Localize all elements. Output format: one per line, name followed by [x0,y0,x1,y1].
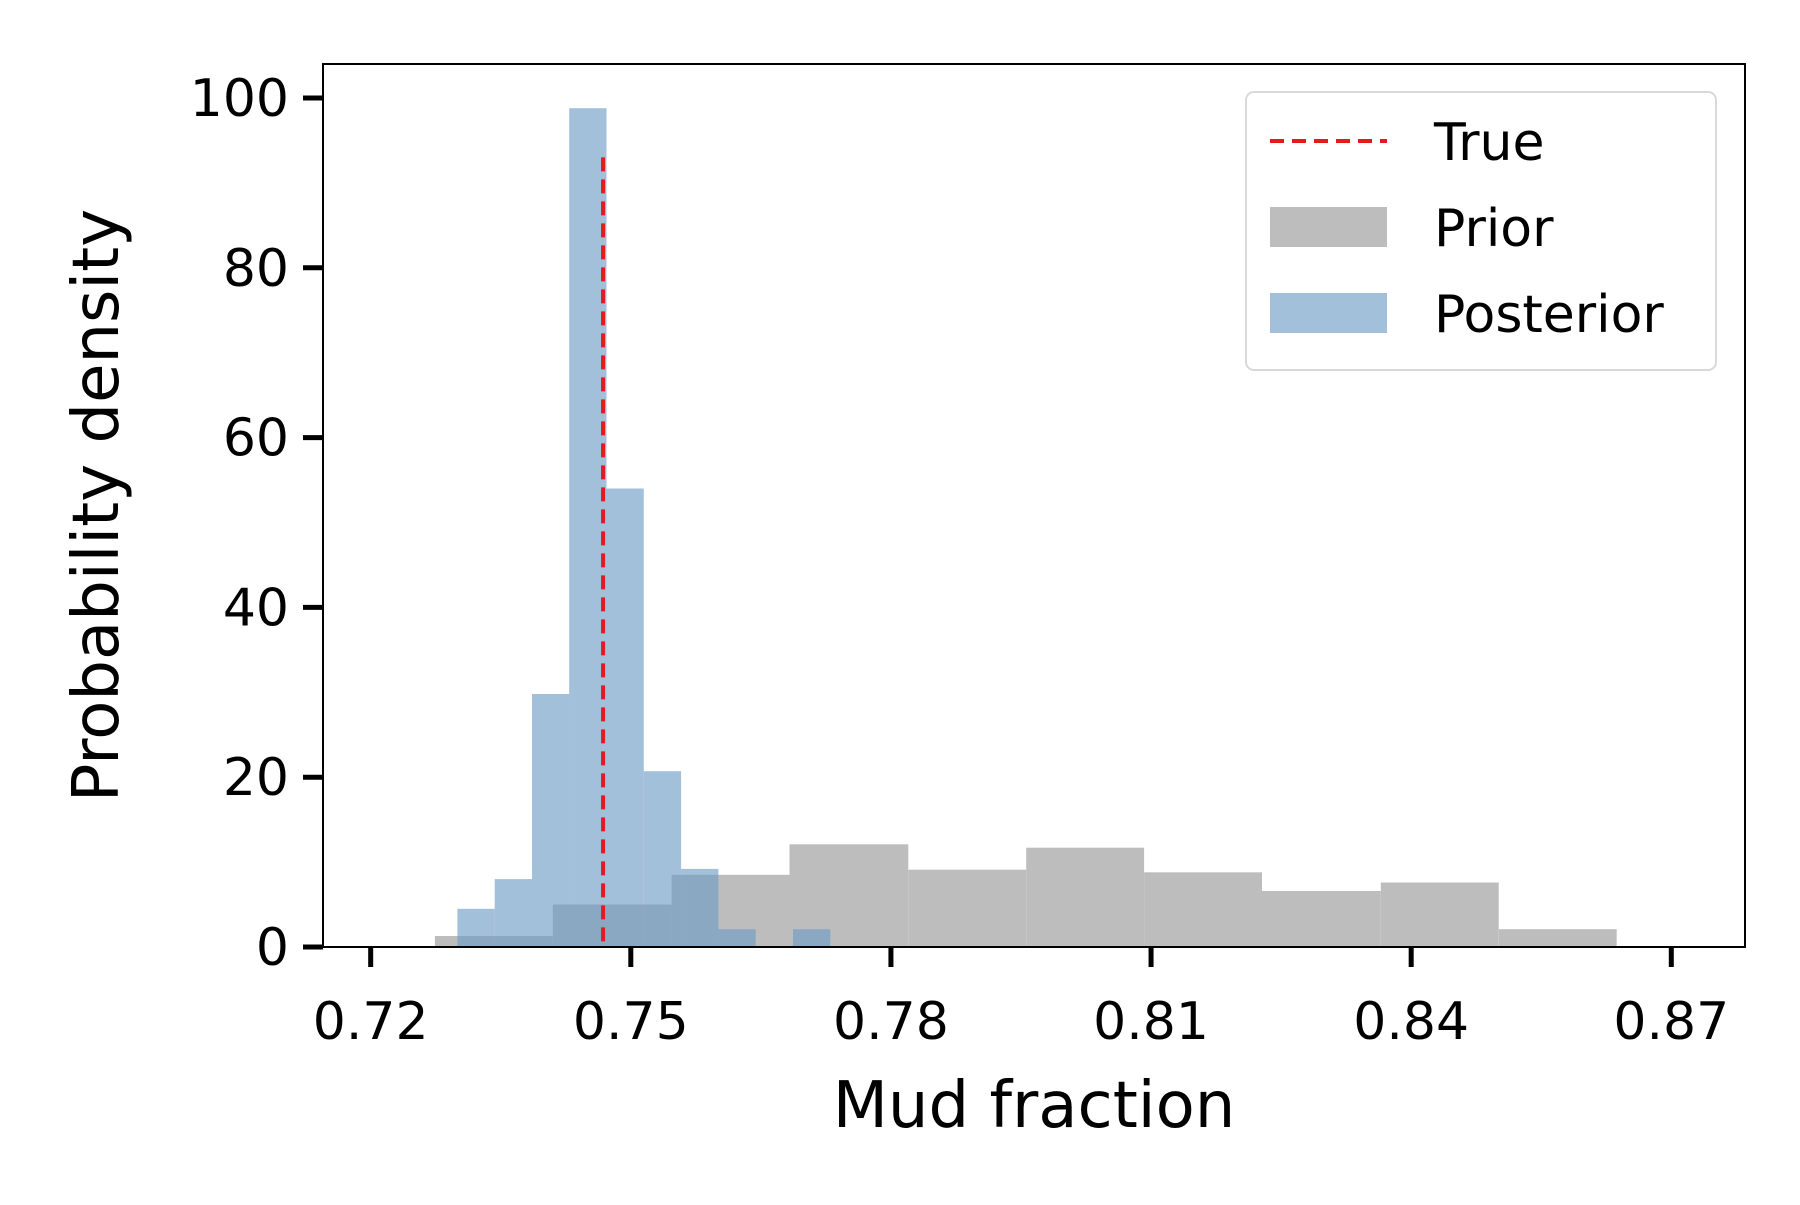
prior-bar-7 [1262,891,1381,947]
posterior-bars [457,108,831,947]
posterior-bar-2 [532,694,570,947]
legend-true-label: True [1433,113,1544,173]
posterior-bar-5 [643,771,682,947]
legend-prior-swatch [1270,207,1387,247]
y-tick-label: 60 [223,409,289,469]
posterior-bar-6 [681,868,719,947]
x-tick-label: 0.72 [313,992,429,1052]
plot-frame [322,63,1746,948]
y-tick-label: 40 [223,578,289,638]
prior-bar-4 [908,869,1027,947]
legend-prior-label: Prior [1434,199,1554,259]
posterior-bar-9 [793,929,831,947]
legend-posterior-label: Posterior [1434,285,1664,345]
x-tick-label: 0.87 [1613,992,1729,1052]
x-tick-label: 0.81 [1093,992,1209,1052]
prior-bar-8 [1380,882,1499,947]
legend: True Prior Posterior [1245,91,1717,371]
y-tick-label: 0 [256,918,289,978]
posterior-bar-7 [718,929,756,947]
prior-bar-5 [1026,847,1145,947]
x-axis-label: Mud fraction [833,1069,1236,1143]
x-axis-ticks: 0.72 0.75 0.78 0.81 0.84 0.87 [313,947,1729,1052]
x-tick-label: 0.75 [573,992,689,1052]
prior-bar-9 [1498,929,1617,947]
legend-posterior-swatch [1270,293,1387,333]
y-axis-label: Probability density [60,209,134,802]
x-tick-label: 0.78 [833,992,949,1052]
posterior-bar-3 [569,108,607,947]
prior-bar-6 [1144,872,1262,947]
posterior-bar-1 [494,879,532,947]
y-tick-label: 100 [190,69,289,129]
y-tick-label: 80 [223,239,289,299]
y-tick-label: 20 [223,748,289,808]
y-axis-ticks: 0 20 40 60 80 100 [190,69,323,978]
posterior-bar-4 [606,488,644,947]
posterior-bar-0 [457,908,495,947]
x-tick-label: 0.84 [1353,992,1469,1052]
